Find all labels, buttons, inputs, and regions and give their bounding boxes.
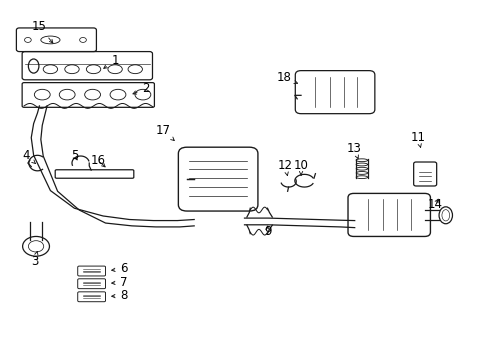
Text: 7: 7 bbox=[111, 276, 127, 289]
Text: 13: 13 bbox=[346, 142, 361, 159]
Text: 12: 12 bbox=[277, 159, 292, 176]
Text: 9: 9 bbox=[263, 225, 271, 238]
Text: 17: 17 bbox=[155, 124, 174, 140]
Text: 10: 10 bbox=[293, 159, 308, 175]
Text: 18: 18 bbox=[276, 71, 297, 84]
Text: 5: 5 bbox=[71, 149, 78, 162]
Text: 14: 14 bbox=[427, 198, 442, 211]
Text: 1: 1 bbox=[103, 54, 119, 68]
Text: 3: 3 bbox=[31, 251, 38, 267]
Text: 4: 4 bbox=[22, 149, 35, 163]
Text: 15: 15 bbox=[32, 20, 53, 43]
Text: 2: 2 bbox=[133, 82, 150, 95]
Text: 11: 11 bbox=[409, 131, 425, 147]
Text: 8: 8 bbox=[111, 289, 127, 302]
Text: 16: 16 bbox=[91, 154, 105, 167]
Text: 6: 6 bbox=[111, 262, 127, 275]
